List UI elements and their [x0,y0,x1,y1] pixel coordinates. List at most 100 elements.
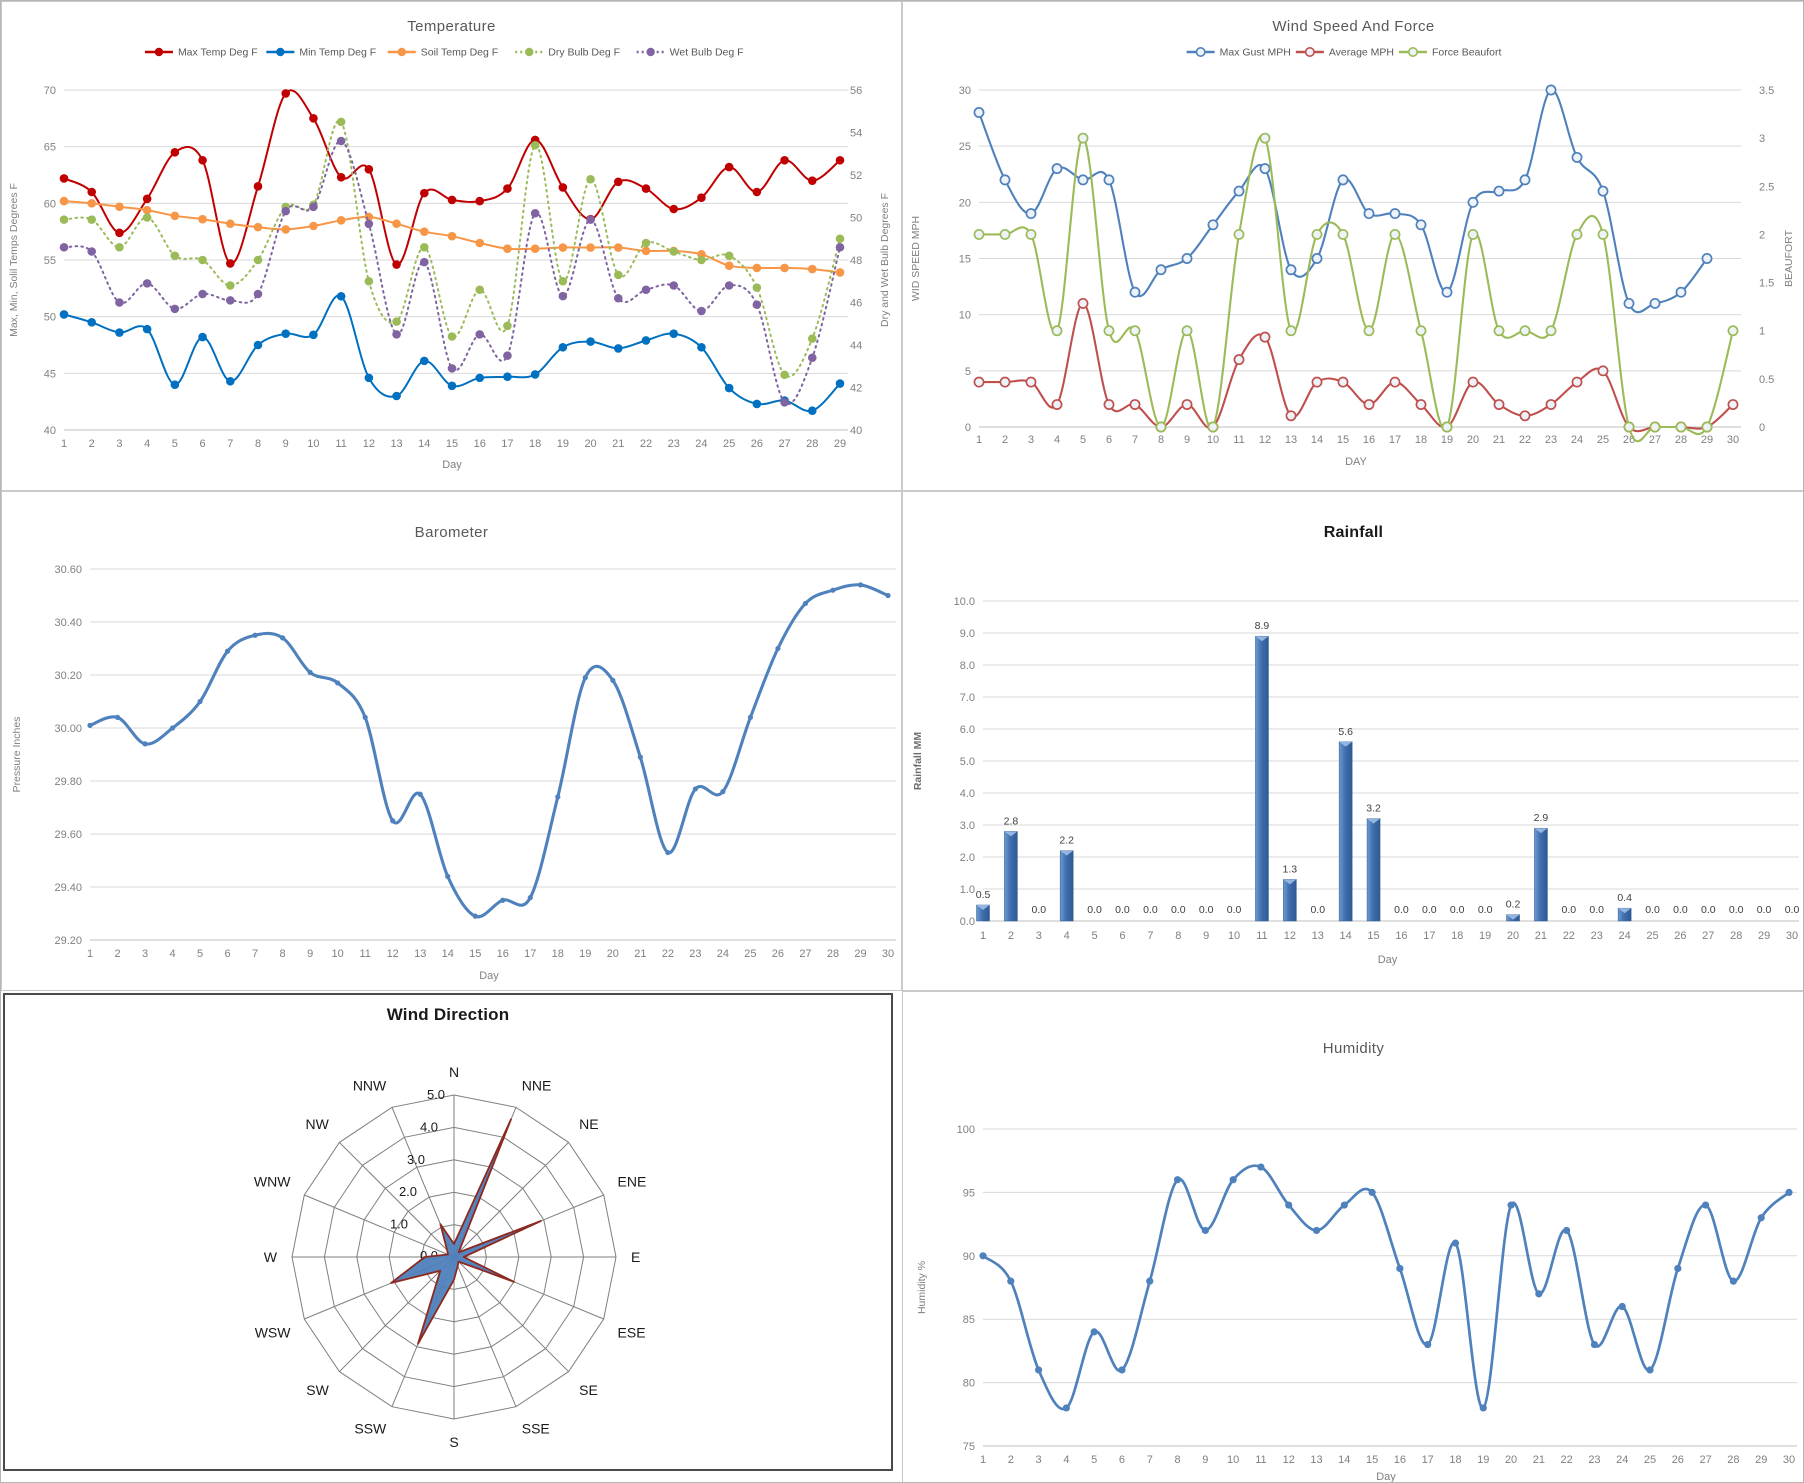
svg-text:28: 28 [1730,930,1742,942]
svg-text:0: 0 [965,422,971,434]
svg-text:0.5: 0.5 [976,889,991,901]
svg-text:0.0: 0.0 [1422,904,1437,916]
svg-text:20: 20 [607,948,619,960]
svg-text:17: 17 [1423,930,1435,942]
svg-text:21: 21 [1533,1454,1545,1466]
svg-text:23: 23 [668,438,680,450]
svg-text:2: 2 [1008,1454,1014,1466]
svg-text:0.0: 0.0 [1785,904,1800,916]
svg-text:15: 15 [469,948,481,960]
svg-text:2.0: 2.0 [399,1184,417,1199]
svg-text:4: 4 [1064,930,1070,942]
svg-text:S: S [449,1434,458,1450]
svg-text:0.0: 0.0 [1673,904,1688,916]
svg-text:NW: NW [306,1116,330,1132]
series-soil-temp-deg-f [59,196,845,277]
svg-text:19: 19 [579,948,591,960]
svg-text:22: 22 [1561,1454,1573,1466]
svg-text:E: E [631,1249,640,1265]
svg-text:21: 21 [1535,930,1547,942]
svg-text:20: 20 [1467,434,1479,446]
svg-text:3: 3 [142,948,148,960]
svg-text:0.0: 0.0 [1394,904,1409,916]
svg-text:NE: NE [579,1116,598,1132]
bar [1283,879,1297,922]
svg-text:100: 100 [957,1124,975,1136]
svg-text:22: 22 [1519,434,1531,446]
svg-text:19: 19 [1477,1454,1489,1466]
series-min-temp-deg-f [59,291,845,416]
svg-text:14: 14 [418,438,430,450]
svg-text:10: 10 [1228,930,1240,942]
svg-text:10: 10 [959,310,971,322]
svg-text:Min Temp Deg F: Min Temp Deg F [299,47,376,59]
svg-text:1: 1 [1759,326,1765,338]
svg-text:15: 15 [1366,1454,1378,1466]
svg-text:29: 29 [1758,930,1770,942]
series-max-gust-mph [973,84,1713,314]
svg-text:0.4: 0.4 [1617,892,1632,904]
series-wet-bulb-deg-f [59,136,845,407]
svg-text:8: 8 [280,948,286,960]
svg-text:Max Temp Deg F: Max Temp Deg F [178,47,258,59]
svg-text:25: 25 [1644,1454,1656,1466]
svg-text:24: 24 [717,948,729,960]
svg-text:W: W [264,1249,278,1265]
svg-text:15: 15 [959,254,971,266]
svg-text:0.0: 0.0 [1450,904,1465,916]
svg-text:16: 16 [1363,434,1375,446]
svg-text:10: 10 [1207,434,1219,446]
rainfall-chart: 0.01.02.03.04.05.06.07.08.09.010.010.522… [912,596,1800,966]
svg-text:0.0: 0.0 [1645,904,1660,916]
svg-text:SW: SW [306,1382,329,1398]
svg-text:28: 28 [1675,434,1687,446]
svg-text:95: 95 [963,1187,975,1199]
svg-text:7: 7 [1147,930,1153,942]
svg-text:6.0: 6.0 [960,724,975,736]
svg-text:NNW: NNW [353,1077,387,1093]
svg-text:6: 6 [200,438,206,450]
svg-text:29: 29 [1755,1454,1767,1466]
svg-text:Humidity %: Humidity % [916,1261,928,1314]
svg-text:BEAUFORT: BEAUFORT [1783,229,1795,287]
svg-text:8: 8 [1175,930,1181,942]
svg-text:29.40: 29.40 [54,882,82,894]
svg-text:9: 9 [1202,1454,1208,1466]
svg-text:21: 21 [634,948,646,960]
svg-text:29.20: 29.20 [54,935,82,947]
svg-text:11: 11 [1256,930,1267,942]
svg-text:10: 10 [332,948,344,960]
svg-text:16: 16 [474,438,486,450]
series-average-mph [973,297,1739,433]
svg-text:11: 11 [1255,1454,1266,1466]
svg-text:0.0: 0.0 [1227,904,1242,916]
svg-text:13: 13 [1310,1454,1322,1466]
svg-text:13: 13 [390,438,402,450]
svg-text:28: 28 [806,438,818,450]
svg-text:12: 12 [1284,930,1296,942]
svg-text:10.0: 10.0 [954,596,975,608]
svg-text:26: 26 [1623,434,1635,446]
svg-text:21: 21 [1493,434,1505,446]
rainfall-panel: Rainfall 0.0 1.0 2.0 3.0 4.0 5.0 6.0 7.0 8.0 9.0 1… [902,491,1803,991]
svg-text:8: 8 [1158,434,1164,446]
svg-text:27: 27 [799,948,811,960]
svg-text:7: 7 [1147,1454,1153,1466]
svg-text:30: 30 [882,948,894,960]
svg-text:7: 7 [227,438,233,450]
svg-text:4: 4 [1054,434,1060,446]
temperature-chart-title: Temperature [407,18,496,35]
svg-text:30.40: 30.40 [54,617,82,629]
svg-text:Soil Temp Deg F: Soil Temp Deg F [421,47,498,59]
legend: Max Temp Deg F Min Temp Deg F Soil Temp De… [144,47,744,59]
svg-text:12: 12 [363,438,375,450]
svg-text:1.0: 1.0 [960,884,975,896]
svg-text:5.0: 5.0 [960,756,975,768]
bar [1255,635,1269,922]
svg-text:26: 26 [1672,1454,1684,1466]
svg-text:WSW: WSW [255,1325,292,1341]
svg-text:0.5: 0.5 [1759,374,1774,386]
svg-text:65: 65 [44,142,56,154]
humidity-chart-title: Humidity [1322,1040,1385,1057]
svg-text:27: 27 [778,438,790,450]
